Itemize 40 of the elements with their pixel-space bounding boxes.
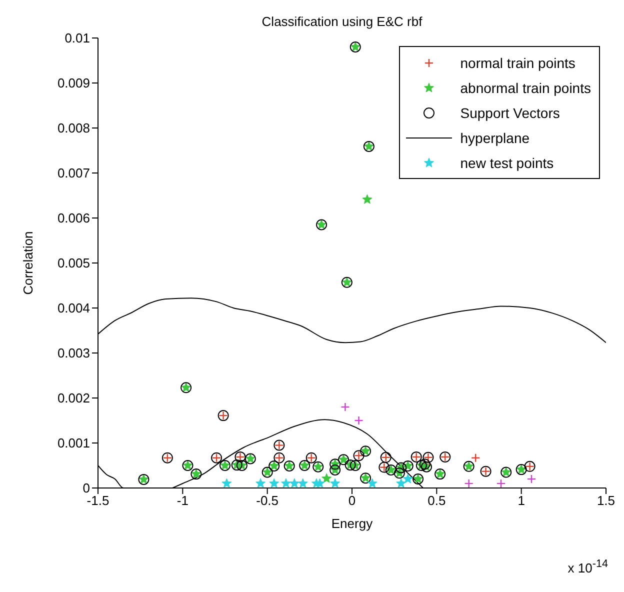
- point: [298, 478, 308, 488]
- point: [280, 478, 291, 488]
- point: [330, 478, 340, 488]
- chart-title: Classification using E&C rbf: [260, 14, 424, 29]
- x-tick-label: 0: [348, 493, 356, 508]
- point: [322, 473, 332, 483]
- y-tick-label: 0.009: [57, 76, 90, 91]
- x-tick-label: -1.5: [86, 493, 110, 508]
- x-axis-title: Energy: [331, 516, 374, 531]
- point: [362, 194, 372, 204]
- y-tick-label: 0.004: [57, 300, 90, 316]
- y-tick-label: 0.005: [57, 256, 90, 271]
- legend-label: new test points: [460, 154, 554, 170]
- legend-label: hyperplane: [460, 130, 530, 146]
- point: [269, 478, 280, 488]
- legend-label: abnormal train points: [460, 80, 591, 96]
- y-tick-label: 0.002: [57, 390, 90, 406]
- point: [256, 478, 266, 488]
- x-tick-label: -1: [176, 493, 188, 508]
- legend-label: normal train points: [460, 54, 576, 70]
- point: [314, 478, 325, 488]
- y-tick-label: 0.008: [57, 120, 90, 136]
- x-tick-label: -0.5: [256, 493, 279, 508]
- legend-label: Support Vectors: [460, 104, 560, 120]
- y-tick-label: 0.007: [57, 166, 90, 181]
- point: [396, 478, 406, 488]
- y-tick-label: 0.001: [57, 436, 90, 451]
- point: [222, 478, 232, 488]
- y-axis-title: Correlation: [20, 231, 36, 295]
- x-tick-label: 1: [518, 493, 525, 508]
- x-tick-label: 0.5: [428, 493, 446, 508]
- y-tick-label: 0.003: [57, 346, 90, 361]
- y-tick-label: 0.006: [57, 210, 90, 226]
- y-tick-label: 0.01: [64, 30, 90, 46]
- x-tick-label: 1.5: [596, 493, 616, 508]
- y-tick-label: 0: [82, 480, 90, 496]
- point: [289, 478, 300, 488]
- point: [367, 478, 378, 488]
- point: [402, 474, 413, 484]
- text: x 10$^{-14}$: [568, 558, 608, 576]
